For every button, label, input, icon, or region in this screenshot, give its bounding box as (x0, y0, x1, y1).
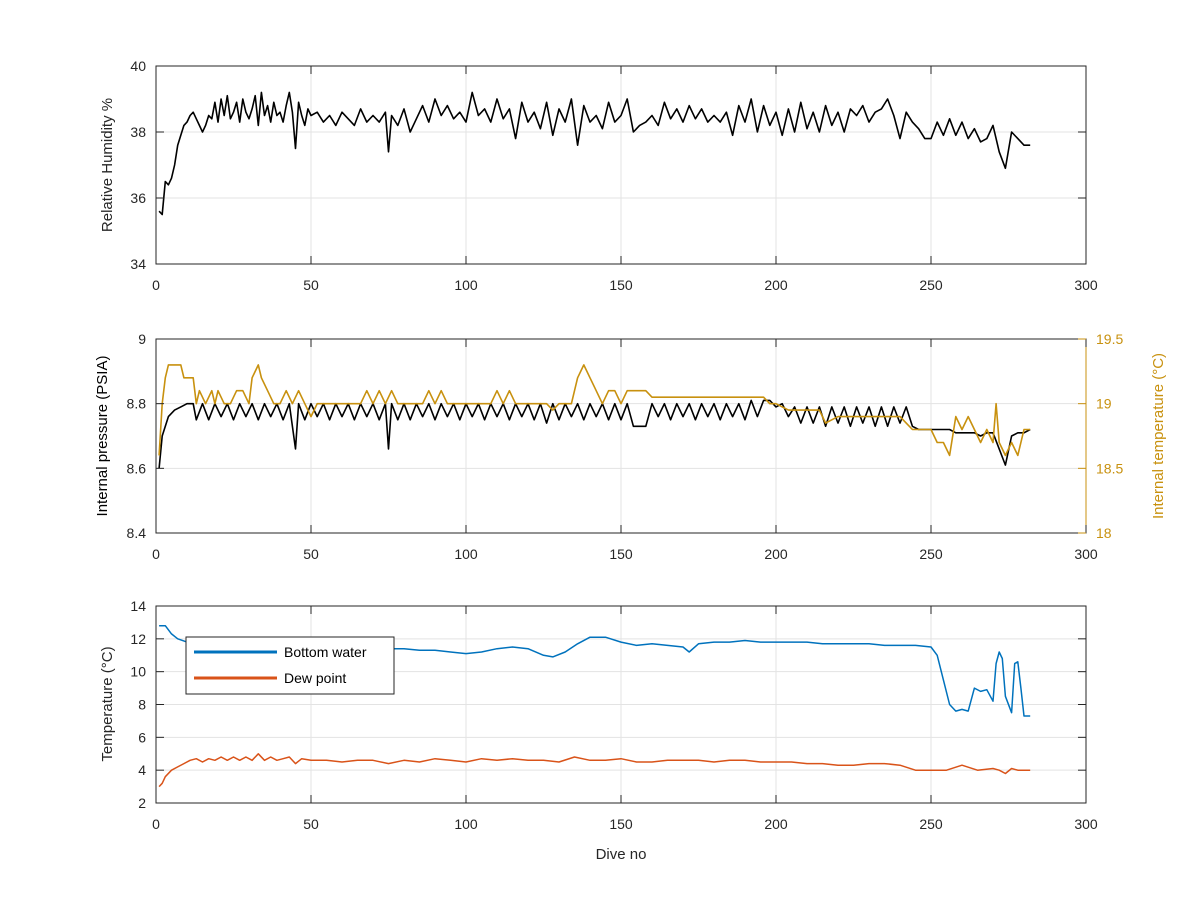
x-tick-label: 150 (609, 277, 633, 293)
humidity-ylabel: Relative Humidity % (99, 98, 116, 232)
x-tick-label: 100 (454, 816, 478, 832)
legend-label-dew-point: Dew point (284, 670, 346, 686)
x-tick-label: 300 (1074, 546, 1098, 562)
x-tick-label: 250 (919, 277, 943, 293)
legend: Bottom water Dew point (185, 636, 395, 695)
y-tick-label: 8.4 (127, 525, 147, 541)
x-tick-label: 50 (303, 277, 319, 293)
x-tick-label: 0 (152, 277, 160, 293)
series-0-line (158, 91, 1031, 216)
y-tick-label: 10 (130, 664, 146, 680)
humidity-panel: 0 50 100 150 200 250 300 34 36 38 40 Relative Humi… (99, 58, 1098, 293)
pressure-temperature-panel: 0 50 100 150 200 250 300 8.4 8.6 8.8 9 18 18.5 19 19.5… (94, 331, 1167, 562)
y-tick-label: 8.8 (127, 396, 147, 412)
y-tick-label: 8.6 (127, 460, 147, 476)
temperature-xlabel: Dive no (596, 846, 647, 863)
y2-tick-label: 18 (1096, 525, 1112, 541)
temperature-y2label: Internal temperature (°C) (1150, 353, 1167, 519)
x-tick-label: 200 (764, 277, 788, 293)
x-tick-label: 200 (764, 546, 788, 562)
x-tick-label: 250 (919, 816, 943, 832)
y2-tick-label: 18.5 (1096, 460, 1123, 476)
x-tick-label: 300 (1074, 277, 1098, 293)
y-tick-label: 6 (138, 729, 146, 745)
x-tick-label: 250 (919, 546, 943, 562)
x-tick-label: 50 (303, 816, 319, 832)
x-tick-label: 100 (454, 546, 478, 562)
y-tick-label: 36 (130, 190, 146, 206)
x-tick-label: 200 (764, 816, 788, 832)
legend-label-bottom-water: Bottom water (284, 644, 367, 660)
pressure-ylabel: Internal pressure (PSIA) (94, 356, 111, 517)
x-tick-label: 50 (303, 546, 319, 562)
y-tick-label: 34 (130, 256, 146, 272)
y2-tick-label: 19 (1096, 396, 1112, 412)
x-tick-label: 0 (152, 816, 160, 832)
temperature-ylabel: Temperature (°C) (99, 646, 116, 761)
y-tick-label: 40 (130, 58, 146, 74)
x-tick-label: 100 (454, 277, 478, 293)
dew-point-line (158, 753, 1031, 788)
series-1-line (158, 364, 1031, 457)
x-tick-label: 0 (152, 546, 160, 562)
y-tick-label: 4 (138, 762, 146, 778)
x-tick-label: 300 (1074, 816, 1098, 832)
y-tick-label: 9 (138, 331, 146, 347)
legend-box (185, 636, 395, 695)
humidity-ticks: 0 50 100 150 200 250 300 34 36 38 40 (130, 58, 1097, 293)
x-tick-label: 150 (609, 546, 633, 562)
humidity-lines (158, 91, 1031, 216)
pressure-lines (158, 364, 1031, 469)
y-tick-label: 8 (138, 697, 146, 713)
x-tick-label: 150 (609, 816, 633, 832)
temperature-panel: 0 50 100 150 200 250 300 2 4 6 8 10 12 14 Temperature… (99, 598, 1098, 863)
y-tick-label: 38 (130, 124, 146, 140)
temperature-ticks: 0 50 100 150 200 250 300 2 4 6 8 10 12 14 (130, 598, 1097, 832)
y2-tick-label: 19.5 (1096, 331, 1123, 347)
series-0-line (158, 399, 1031, 469)
y-tick-label: 2 (138, 795, 146, 811)
y-tick-label: 14 (130, 598, 146, 614)
y-tick-label: 12 (130, 631, 146, 647)
pressure-ticks: 0 50 100 150 200 250 300 8.4 8.6 8.8 9 18 18.5 19 19.5 (127, 331, 1124, 562)
